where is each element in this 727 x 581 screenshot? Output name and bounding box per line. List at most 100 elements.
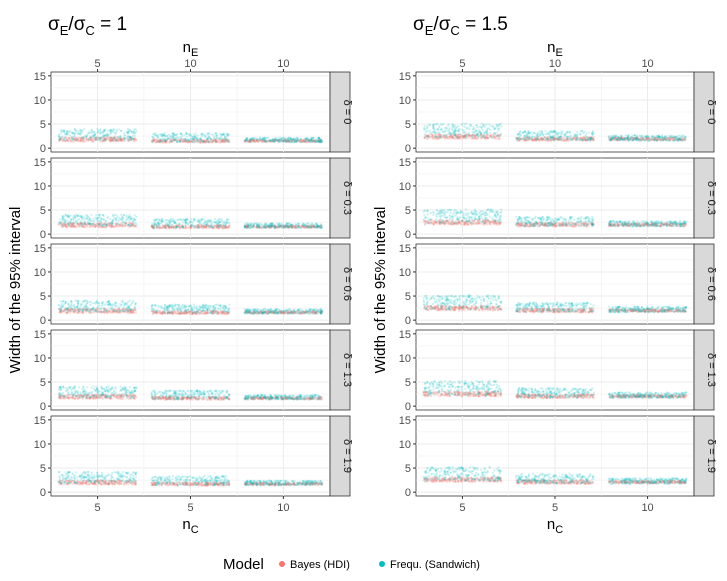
freq-point <box>110 129 113 132</box>
freq-point <box>226 218 229 221</box>
freq-point <box>264 139 267 142</box>
freq-point <box>63 220 66 223</box>
freq-point <box>60 386 63 389</box>
freq-point <box>273 140 276 143</box>
bayes-point <box>119 139 123 142</box>
bayes-point <box>96 137 99 140</box>
bayes-point <box>73 138 76 141</box>
bayes-point <box>110 140 113 143</box>
freq-point <box>106 395 109 398</box>
bayes-point <box>112 137 115 140</box>
freq-point <box>94 138 97 141</box>
freq-point <box>193 307 196 310</box>
freq-point <box>310 310 313 313</box>
bayes-point <box>81 138 84 142</box>
freq-point <box>179 218 182 221</box>
bayes-point <box>106 136 109 139</box>
freq-point <box>188 304 191 307</box>
bayes-point <box>91 136 94 139</box>
freq-point <box>73 306 76 309</box>
freq-point <box>72 395 75 398</box>
freq-point <box>97 129 100 132</box>
freq-point <box>64 386 67 389</box>
freq-point <box>62 391 65 395</box>
freq-point <box>130 130 133 133</box>
freq-point <box>269 310 273 313</box>
freq-point <box>310 225 313 228</box>
freq-point <box>211 307 215 310</box>
bayes-point <box>118 138 121 141</box>
freq-point <box>220 140 223 143</box>
chart-title: σE/σC = 1 <box>48 14 127 38</box>
freq-point <box>181 303 184 306</box>
bayes-point <box>92 138 95 141</box>
bayes-point <box>121 139 124 142</box>
freq-point <box>79 132 82 135</box>
freq-point <box>90 213 93 216</box>
bayes-point <box>58 139 61 142</box>
bayes-point <box>77 140 80 143</box>
bayes-point <box>112 139 115 142</box>
freq-point <box>91 222 94 225</box>
freq-point <box>105 220 108 223</box>
freq-point <box>173 221 176 224</box>
bayes-point <box>133 137 136 140</box>
freq-point <box>92 387 95 390</box>
bayes-point <box>188 227 191 230</box>
freq-point <box>61 302 64 305</box>
freq-point <box>101 134 105 137</box>
freq-point <box>58 138 61 141</box>
freq-point <box>156 139 159 142</box>
freq-point <box>296 138 299 141</box>
bayes-point <box>79 139 82 142</box>
y-tick-label: 0 <box>40 229 46 241</box>
freq-point <box>204 136 207 139</box>
freq-point <box>93 130 96 133</box>
bayes-point <box>116 139 119 142</box>
freq-point <box>223 310 226 313</box>
freq-point <box>248 137 251 140</box>
freq-point <box>172 305 176 308</box>
freq-point <box>221 307 225 310</box>
freq-point <box>68 220 71 223</box>
bayes-point <box>81 137 84 140</box>
bayes-point <box>105 137 108 140</box>
freq-point <box>112 218 115 221</box>
freq-point <box>70 137 73 140</box>
freq-point <box>212 305 216 308</box>
freq-point <box>176 133 179 136</box>
freq-point <box>64 132 67 135</box>
freq-point <box>305 309 308 312</box>
freq-point <box>102 310 105 313</box>
bayes-point <box>120 138 123 141</box>
freq-point <box>243 312 246 315</box>
freq-point <box>118 310 121 313</box>
bayes-point <box>63 140 66 143</box>
freq-point <box>88 396 92 399</box>
freq-point <box>263 137 266 140</box>
freq-point <box>219 135 222 138</box>
freq-point <box>107 385 110 388</box>
y-tick-label: 15 <box>34 243 46 255</box>
bayes-point <box>111 137 114 140</box>
bayes-point <box>85 137 88 140</box>
freq-point <box>102 215 105 218</box>
bayes-point <box>69 140 72 143</box>
bayes-point <box>59 136 62 140</box>
bayes-point <box>87 139 90 142</box>
freq-point <box>69 309 72 313</box>
freq-point <box>150 305 153 308</box>
bayes-point <box>102 140 105 143</box>
freq-point <box>135 130 138 133</box>
freq-point <box>62 137 66 140</box>
freq-point <box>218 218 221 221</box>
freq-point <box>161 138 164 141</box>
bayes-point <box>69 140 72 143</box>
bayes-point <box>90 136 93 139</box>
bayes-point <box>61 137 64 140</box>
bayes-point <box>78 140 82 143</box>
freq-point <box>152 224 155 227</box>
freq-point <box>57 135 61 138</box>
freq-point <box>243 224 246 228</box>
freq-point <box>210 133 213 136</box>
